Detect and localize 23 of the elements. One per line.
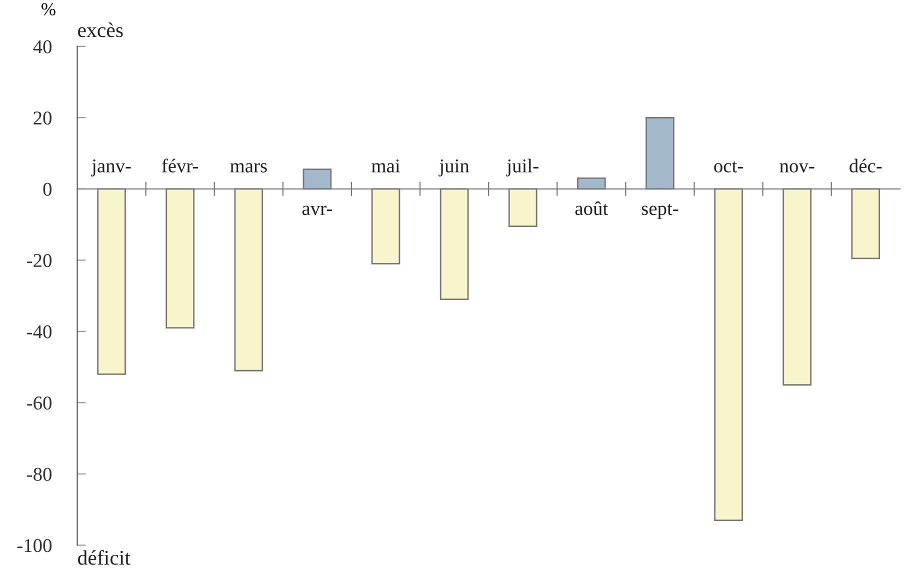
x-tick-label: déc- — [850, 158, 882, 172]
x-tick-label: août — [575, 201, 608, 216]
x-tick-label: avr- — [302, 206, 332, 216]
x-tick-label: févr- — [162, 158, 198, 172]
x-tick-label: mai — [372, 159, 400, 172]
x-tick-label: juin — [438, 159, 470, 176]
y-tick-label: -60 — [27, 396, 52, 410]
text: déficit — [78, 550, 130, 565]
x-tick-label: janv- — [91, 159, 131, 176]
y-tick-label: -80 — [27, 468, 52, 481]
text: excès — [78, 22, 123, 38]
x-tick-label: nov- — [780, 163, 814, 172]
x-tick-label: oct- — [714, 161, 743, 172]
y-tick-label: 0 — [43, 182, 52, 196]
x-tick-label: mars — [230, 163, 267, 172]
y-tick-label: 20 — [34, 111, 52, 125]
y-axis-title: % — [42, 3, 56, 16]
y-tick-label: -100 — [17, 539, 52, 552]
y-tick-label: 40 — [33, 40, 52, 54]
x-tick-label: juil- — [506, 158, 538, 176]
y-tick-label: -40 — [27, 325, 52, 338]
y-tick-label: -20 — [27, 254, 52, 268]
x-tick-label: sept- — [642, 204, 678, 220]
